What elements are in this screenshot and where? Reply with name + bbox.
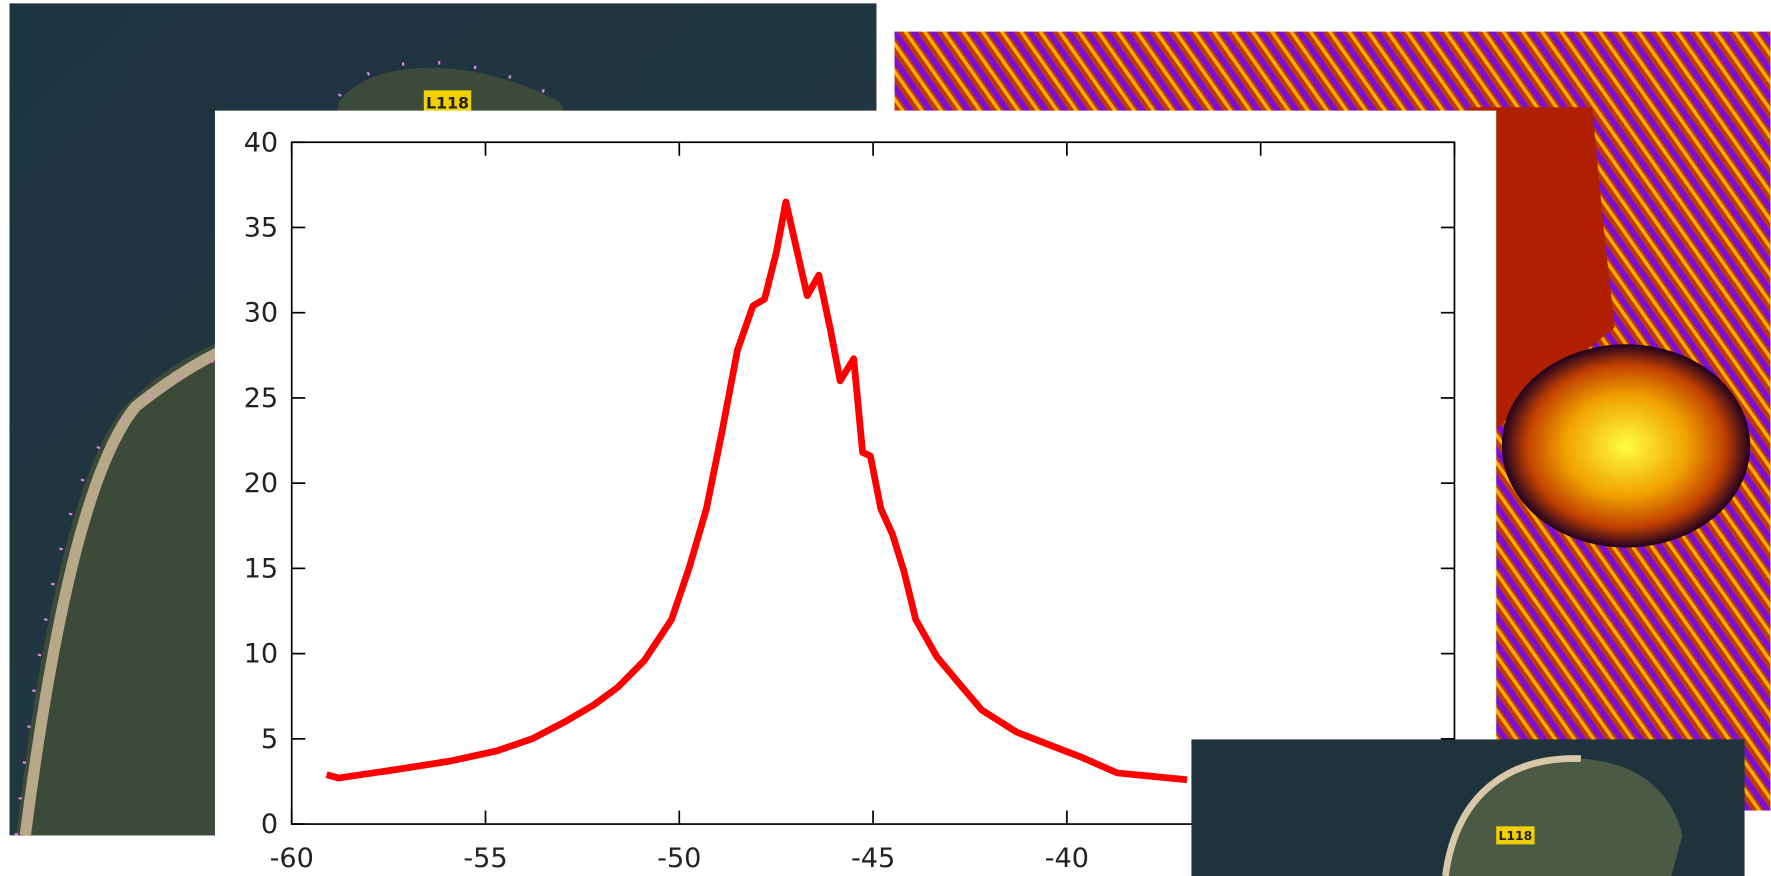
y-tick-label: 30 — [244, 298, 278, 329]
y-tick-label: 15 — [244, 553, 278, 584]
y-tick-label: 20 — [244, 468, 278, 499]
data-line — [325, 198, 1188, 784]
y-tick-label: 35 — [244, 212, 278, 243]
map-label: L118 — [426, 93, 469, 112]
x-tick-label: -50 — [657, 843, 701, 874]
map-label: L118 — [1499, 828, 1533, 843]
x-tick-label: -55 — [463, 843, 507, 874]
y-tick-label: 40 — [244, 127, 278, 158]
x-tick-label: -45 — [851, 843, 895, 874]
y-tick-label: 5 — [261, 724, 278, 755]
x-tick-label: -40 — [1045, 843, 1089, 874]
y-tick-label: 0 — [261, 809, 278, 840]
x-tick-label: -60 — [270, 843, 314, 874]
y-tick-label: 10 — [244, 639, 278, 670]
y-tick-label: 25 — [244, 383, 278, 414]
satellite-image: L118 — [1191, 739, 1745, 876]
